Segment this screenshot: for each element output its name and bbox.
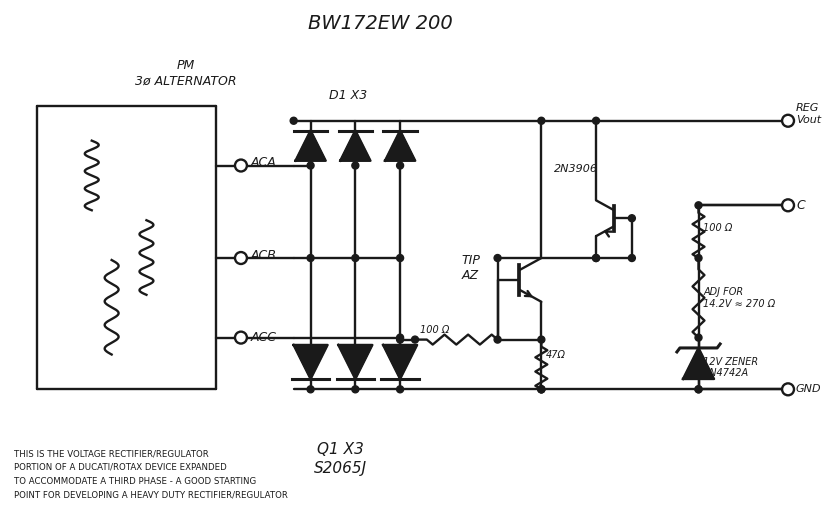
Circle shape — [396, 336, 404, 343]
Text: 100 Ω: 100 Ω — [420, 324, 449, 334]
Circle shape — [235, 332, 247, 343]
Circle shape — [782, 200, 794, 211]
Circle shape — [352, 386, 359, 393]
Text: PM
3ø ALTERNATOR: PM 3ø ALTERNATOR — [136, 58, 237, 88]
Circle shape — [628, 255, 635, 261]
Circle shape — [538, 386, 545, 393]
Text: 12V ZENER
1N4742A: 12V ZENER 1N4742A — [703, 356, 758, 378]
Text: PORTION OF A DUCATI/ROTAX DEVICE EXPANDED: PORTION OF A DUCATI/ROTAX DEVICE EXPANDE… — [14, 463, 227, 472]
Polygon shape — [296, 131, 326, 161]
Text: GND: GND — [796, 384, 821, 394]
Circle shape — [592, 117, 599, 124]
Circle shape — [235, 252, 247, 264]
Polygon shape — [339, 345, 372, 379]
Polygon shape — [683, 348, 714, 379]
Text: REG
Vout: REG Vout — [796, 103, 821, 124]
Polygon shape — [383, 345, 417, 379]
Text: ACA: ACA — [251, 156, 277, 169]
Circle shape — [411, 336, 418, 343]
Circle shape — [782, 115, 794, 127]
Circle shape — [396, 386, 404, 393]
Text: THIS IS THE VOLTAGE RECTIFIER/REGULATOR: THIS IS THE VOLTAGE RECTIFIER/REGULATOR — [14, 449, 209, 458]
Text: ACB: ACB — [251, 248, 277, 261]
Text: C: C — [796, 199, 804, 212]
Circle shape — [352, 255, 359, 261]
Circle shape — [307, 162, 314, 169]
Circle shape — [396, 162, 404, 169]
Circle shape — [538, 386, 545, 393]
Polygon shape — [293, 345, 328, 379]
Circle shape — [695, 202, 702, 209]
Circle shape — [538, 386, 545, 393]
Circle shape — [592, 255, 599, 261]
Text: Q1 X3
S2065J: Q1 X3 S2065J — [314, 442, 367, 476]
Text: D1 X3: D1 X3 — [329, 89, 368, 102]
Circle shape — [396, 334, 404, 341]
Text: ACC: ACC — [251, 331, 277, 344]
Text: 47Ω: 47Ω — [546, 350, 566, 360]
Circle shape — [494, 255, 501, 261]
Polygon shape — [340, 131, 370, 161]
Circle shape — [290, 117, 297, 124]
Circle shape — [307, 386, 314, 393]
Circle shape — [628, 215, 635, 222]
Text: POINT FOR DEVELOPING A HEAVY DUTY RECTIFIER/REGULATOR: POINT FOR DEVELOPING A HEAVY DUTY RECTIF… — [14, 491, 288, 500]
Text: 100 Ω: 100 Ω — [703, 223, 733, 233]
Circle shape — [494, 336, 501, 343]
Circle shape — [592, 255, 599, 261]
Circle shape — [782, 383, 794, 395]
Text: BW172EW 200: BW172EW 200 — [308, 14, 453, 33]
Circle shape — [352, 162, 359, 169]
Circle shape — [695, 334, 702, 341]
Text: ADJ FOR
14.2V ≈ 270 Ω: ADJ FOR 14.2V ≈ 270 Ω — [703, 287, 776, 309]
Circle shape — [538, 117, 545, 124]
Circle shape — [695, 386, 702, 393]
Text: TO ACCOMMODATE A THIRD PHASE - A GOOD STARTING: TO ACCOMMODATE A THIRD PHASE - A GOOD ST… — [14, 477, 256, 486]
Circle shape — [235, 160, 247, 172]
Circle shape — [695, 386, 702, 393]
Text: TIP
AZ: TIP AZ — [462, 254, 481, 282]
Circle shape — [695, 255, 702, 261]
Circle shape — [307, 255, 314, 261]
Polygon shape — [385, 131, 415, 161]
Circle shape — [396, 255, 404, 261]
Text: 2N3906: 2N3906 — [554, 163, 598, 173]
Circle shape — [538, 336, 545, 343]
